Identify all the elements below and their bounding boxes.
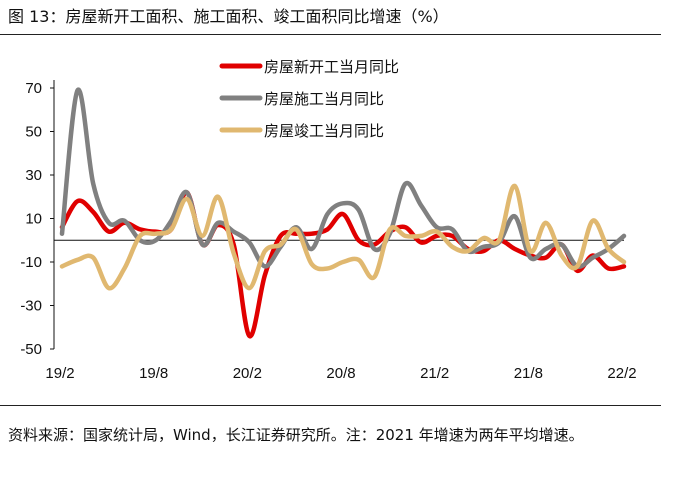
x-tick-label: 20/8 xyxy=(326,365,355,382)
legend-label-2: 房屋施工当月同比 xyxy=(264,90,384,108)
y-tick-label: -10 xyxy=(20,254,42,271)
y-tick-label: 70 xyxy=(25,80,42,97)
x-tick-label: 22/2 xyxy=(607,365,636,382)
series-line-2 xyxy=(59,87,627,269)
line-chart: -50 -30 -10 10 30 50 70 19/2 19/8 20/2 20/8 21/2 21/… xyxy=(20,58,637,382)
legend-label-3: 房屋竣工当月同比 xyxy=(264,122,384,140)
x-tick-label: 19/2 xyxy=(45,365,74,382)
axes: -50 -30 -10 10 30 50 70 19/2 19/8 20/2 20/8 21/2 21/… xyxy=(20,80,637,382)
source-note: 资料来源：国家统计局，Wind，长江证券研究所。注：2021 年增速为两年平均增… xyxy=(8,426,584,444)
chart-title: 图 13：房屋新开工面积、施工面积、竣工面积同比增速（%） xyxy=(8,7,449,26)
legend-label-1: 房屋新开工当月同比 xyxy=(264,58,399,76)
x-tick-label: 21/2 xyxy=(420,365,449,382)
x-tick-label: 19/8 xyxy=(139,365,168,382)
series-layer xyxy=(59,87,627,339)
y-tick-label: -30 xyxy=(20,298,42,315)
x-tick-label: 21/8 xyxy=(514,365,543,382)
y-tick-label: 50 xyxy=(25,124,42,141)
x-tick-label: 20/2 xyxy=(233,365,262,382)
series-line-3 xyxy=(59,183,627,291)
top-rule xyxy=(0,34,661,35)
y-tick-label: -50 xyxy=(20,341,42,358)
y-tick-label: 10 xyxy=(25,211,42,228)
bottom-rule xyxy=(0,405,661,406)
y-tick-label: 30 xyxy=(25,167,42,184)
